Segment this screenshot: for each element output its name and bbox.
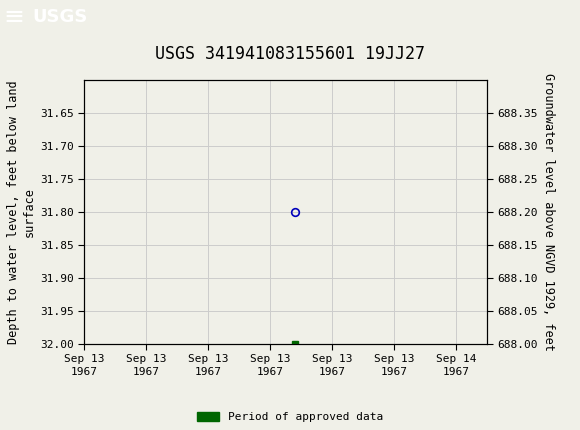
Text: ≡: ≡ xyxy=(3,5,24,29)
Text: USGS 341941083155601 19JJ27: USGS 341941083155601 19JJ27 xyxy=(155,45,425,63)
Text: USGS: USGS xyxy=(32,8,87,26)
Y-axis label: Groundwater level above NGVD 1929, feet: Groundwater level above NGVD 1929, feet xyxy=(542,73,555,351)
Legend: Period of approved data: Period of approved data xyxy=(197,412,383,422)
Y-axis label: Depth to water level, feet below land
surface: Depth to water level, feet below land su… xyxy=(7,80,36,344)
